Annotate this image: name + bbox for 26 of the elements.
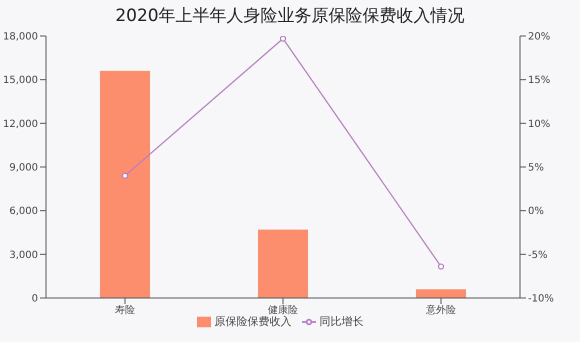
y-tick-label: 18,000 [3,32,38,43]
y2-tick-label: 20% [528,32,550,43]
y2-tick-label: 15% [528,75,550,86]
x-tick-label: 寿险 [115,304,135,316]
y-tick-label: 12,000 [3,118,38,130]
point [280,36,286,42]
y-tick-label: 0 [32,294,38,305]
y2-tick-label: 10% [528,118,550,130]
chart-title: 2020年上半年人身险业务原保险保费收入情况 [114,5,466,28]
y2-tick-label: 0% [528,206,544,218]
bar [100,70,150,298]
bar [416,289,466,298]
y-tick-label: 15,000 [3,75,38,86]
point [438,263,444,270]
x-tick-label: 健康险 [268,304,298,316]
bar [258,230,308,298]
y2-tick-label: 5% [528,162,544,174]
legend-label: 原保险保费收入 [214,315,292,328]
x-tick-label: 意外险 [425,304,456,316]
legend-label: 同比增长 [320,315,364,328]
y-tick-label: 9,000 [9,162,38,174]
y2-tick-label: -10% [528,294,554,305]
y2-tick-label: -5% [528,250,548,261]
y-tick-label: 6,000 [9,206,38,218]
y-tick-label: 3,000 [9,250,38,261]
point [122,172,128,179]
